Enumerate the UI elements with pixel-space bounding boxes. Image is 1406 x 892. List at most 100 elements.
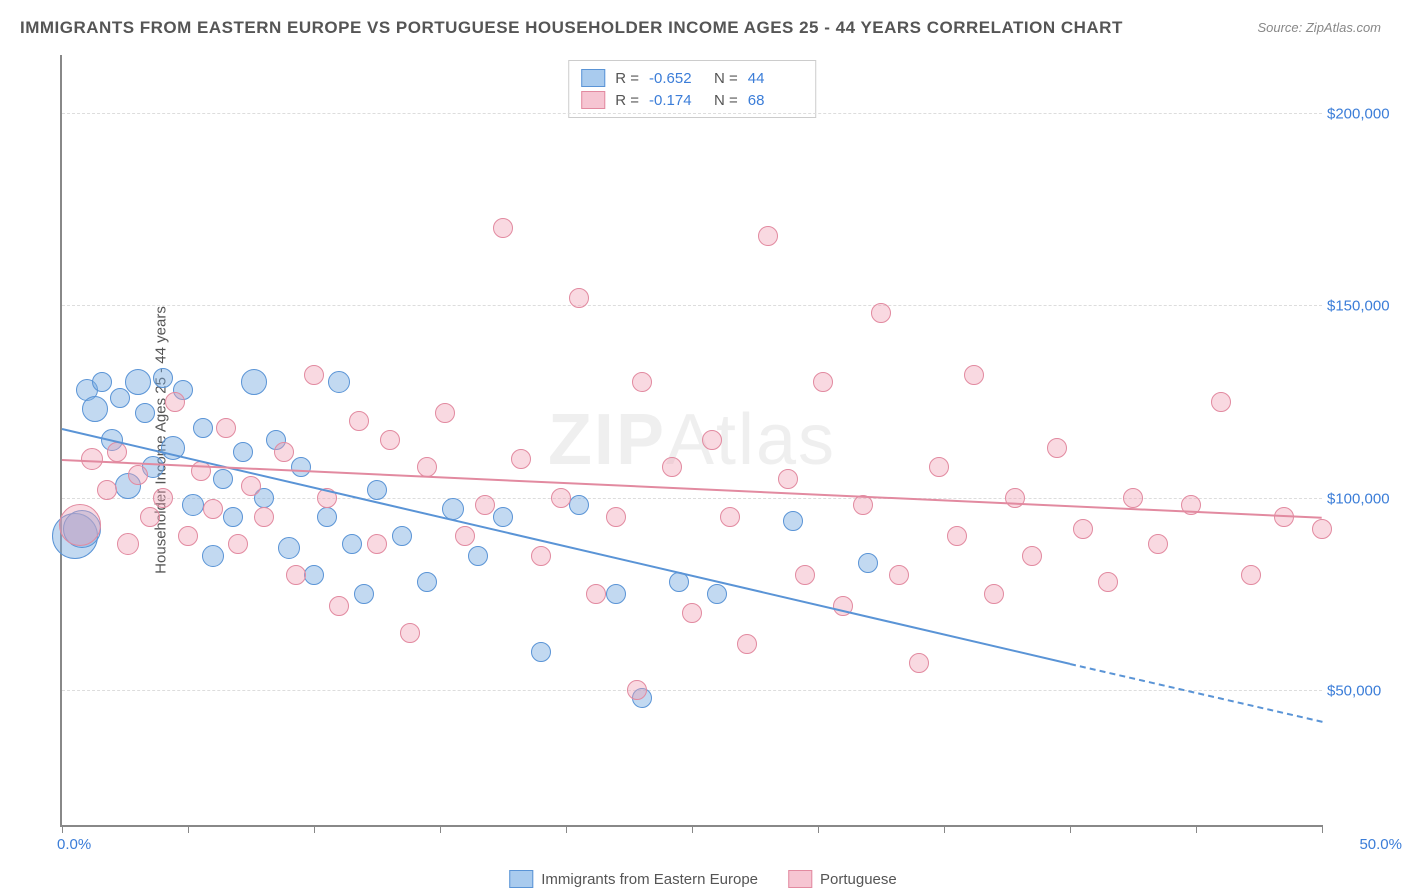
data-point [241,369,267,395]
data-point [203,499,223,519]
data-point [606,507,626,527]
y-tick-label: $200,000 [1327,105,1397,122]
data-point [435,403,455,423]
watermark: ZIPAtlas [548,399,836,481]
data-point [367,534,387,554]
data-point [328,371,350,393]
data-point [117,533,139,555]
legend-swatch-1 [581,91,605,109]
data-point [1022,546,1042,566]
data-point [682,603,702,623]
data-point [909,653,929,673]
y-tick-label: $100,000 [1327,490,1397,507]
data-point [354,584,374,604]
data-point [304,565,324,585]
plot-area: Householder Income Ages 25 - 44 years ZI… [60,55,1322,827]
gridline: $50,000 [62,690,1322,691]
data-point [417,572,437,592]
legend-row-series-1: R = -0.174 N = 68 [581,89,803,111]
x-tick [566,825,567,833]
x-tick [944,825,945,833]
y-tick-label: $50,000 [1327,683,1397,700]
data-point [569,495,589,515]
data-point [984,584,1004,604]
r-label: R = [615,70,639,87]
data-point [853,495,873,515]
data-point [871,303,891,323]
r-label: R = [615,92,639,109]
data-point [291,457,311,477]
data-point [400,623,420,643]
chart-title: IMMIGRANTS FROM EASTERN EUROPE VS PORTUG… [20,18,1123,38]
data-point [551,488,571,508]
data-point [758,226,778,246]
n-label: N = [714,70,738,87]
x-tick [1070,825,1071,833]
legend-row-series-0: R = -0.652 N = 44 [581,67,803,89]
x-tick [1322,825,1323,833]
x-tick [188,825,189,833]
data-point [511,449,531,469]
data-point [1148,534,1168,554]
data-point [140,507,160,527]
bottom-swatch-1 [788,870,812,888]
data-point [349,411,369,431]
data-point [493,218,513,238]
data-point [367,480,387,500]
data-point [929,457,949,477]
data-point [92,372,112,392]
trend-line-extension [1070,663,1322,723]
data-point [475,495,495,515]
data-point [720,507,740,527]
data-point [233,442,253,462]
data-point [380,430,400,450]
data-point [254,507,274,527]
r-value-0: -0.652 [649,70,704,87]
data-point [128,465,148,485]
bottom-legend-item-1: Portuguese [788,870,897,888]
data-point [1047,438,1067,458]
data-point [202,545,224,567]
source-label: Source: ZipAtlas.com [1257,20,1381,35]
x-tick [440,825,441,833]
data-point [153,368,173,388]
data-point [531,546,551,566]
data-point [278,537,300,559]
data-point [1073,519,1093,539]
chart-container: IMMIGRANTS FROM EASTERN EUROPE VS PORTUG… [0,0,1406,892]
bottom-swatch-0 [509,870,533,888]
data-point [178,526,198,546]
n-value-1: 68 [748,92,803,109]
gridline: $150,000 [62,305,1322,306]
data-point [1241,565,1261,585]
data-point [241,476,261,496]
series-name-0: Immigrants from Eastern Europe [541,871,758,888]
data-point [662,457,682,477]
data-point [125,369,151,395]
data-point [531,642,551,662]
data-point [858,553,878,573]
data-point [569,288,589,308]
data-point [329,596,349,616]
data-point [228,534,248,554]
data-point [216,418,236,438]
data-point [1211,392,1231,412]
data-point [889,565,909,585]
data-point [286,565,306,585]
x-tick [62,825,63,833]
y-tick-label: $150,000 [1327,298,1397,315]
series-name-1: Portuguese [820,871,897,888]
data-point [702,430,722,450]
bottom-legend-item-0: Immigrants from Eastern Europe [509,870,758,888]
data-point [627,680,647,700]
data-point [1098,572,1118,592]
data-point [97,480,117,500]
data-point [632,372,652,392]
data-point [342,534,362,554]
r-value-1: -0.174 [649,92,704,109]
n-value-0: 44 [748,70,803,87]
data-point [964,365,984,385]
data-point [813,372,833,392]
data-point [153,488,173,508]
data-point [468,546,488,566]
